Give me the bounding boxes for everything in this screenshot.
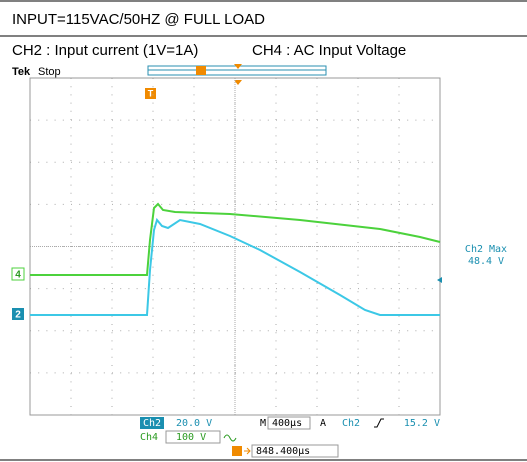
graticule bbox=[30, 78, 440, 415]
position-arrow bbox=[244, 447, 251, 455]
trigger-pos-arrow bbox=[234, 80, 242, 85]
timebase: 400µs bbox=[272, 418, 302, 429]
ch2-status-box bbox=[140, 417, 164, 429]
ch2-scale: 20.0 V bbox=[176, 418, 212, 429]
a-label: A bbox=[320, 418, 326, 429]
ch2-marker: 2 bbox=[15, 310, 21, 321]
measure-value: 48.4 V bbox=[468, 256, 504, 267]
record-marker bbox=[196, 66, 206, 75]
ch4-marker: 4 bbox=[15, 270, 21, 281]
ch2-trace bbox=[30, 217, 440, 316]
graticule-frame bbox=[29, 77, 441, 416]
trigger-marker-box bbox=[145, 88, 156, 99]
ch2-status: Ch2 bbox=[143, 418, 161, 429]
position: 848.400µs bbox=[256, 446, 310, 457]
ch4-trace bbox=[30, 202, 441, 276]
m-label: M bbox=[260, 418, 266, 429]
ch2-marker-box bbox=[12, 308, 24, 320]
trigger-source: Ch2 bbox=[342, 418, 360, 429]
header-line: INPUT=115VAC/50HZ @ FULL LOAD bbox=[12, 11, 265, 28]
slope-icon bbox=[374, 418, 384, 428]
trigger-marker: T bbox=[148, 88, 154, 98]
measure-name: Ch2 Max bbox=[465, 244, 507, 255]
coupling-icon bbox=[223, 434, 237, 442]
timebase-box bbox=[267, 416, 311, 430]
brand: Tek bbox=[12, 66, 31, 78]
ch4-status: Ch4 bbox=[140, 432, 158, 443]
trigger-level: 15.2 V bbox=[404, 418, 440, 429]
position-box bbox=[251, 444, 339, 458]
ch4-label: CH4 : AC Input Voltage bbox=[252, 42, 406, 59]
trigger-pos-arrow bbox=[234, 64, 242, 69]
ch4-marker-box bbox=[11, 267, 25, 281]
ch2-label: CH2 : Input current (1V=1A) bbox=[12, 42, 198, 59]
trigger-level-arrow bbox=[437, 277, 442, 283]
position-marker bbox=[232, 446, 242, 456]
ch4-scale-box bbox=[165, 430, 221, 444]
ch4-scale: 100 V bbox=[176, 432, 206, 443]
state: Stop bbox=[38, 66, 61, 78]
